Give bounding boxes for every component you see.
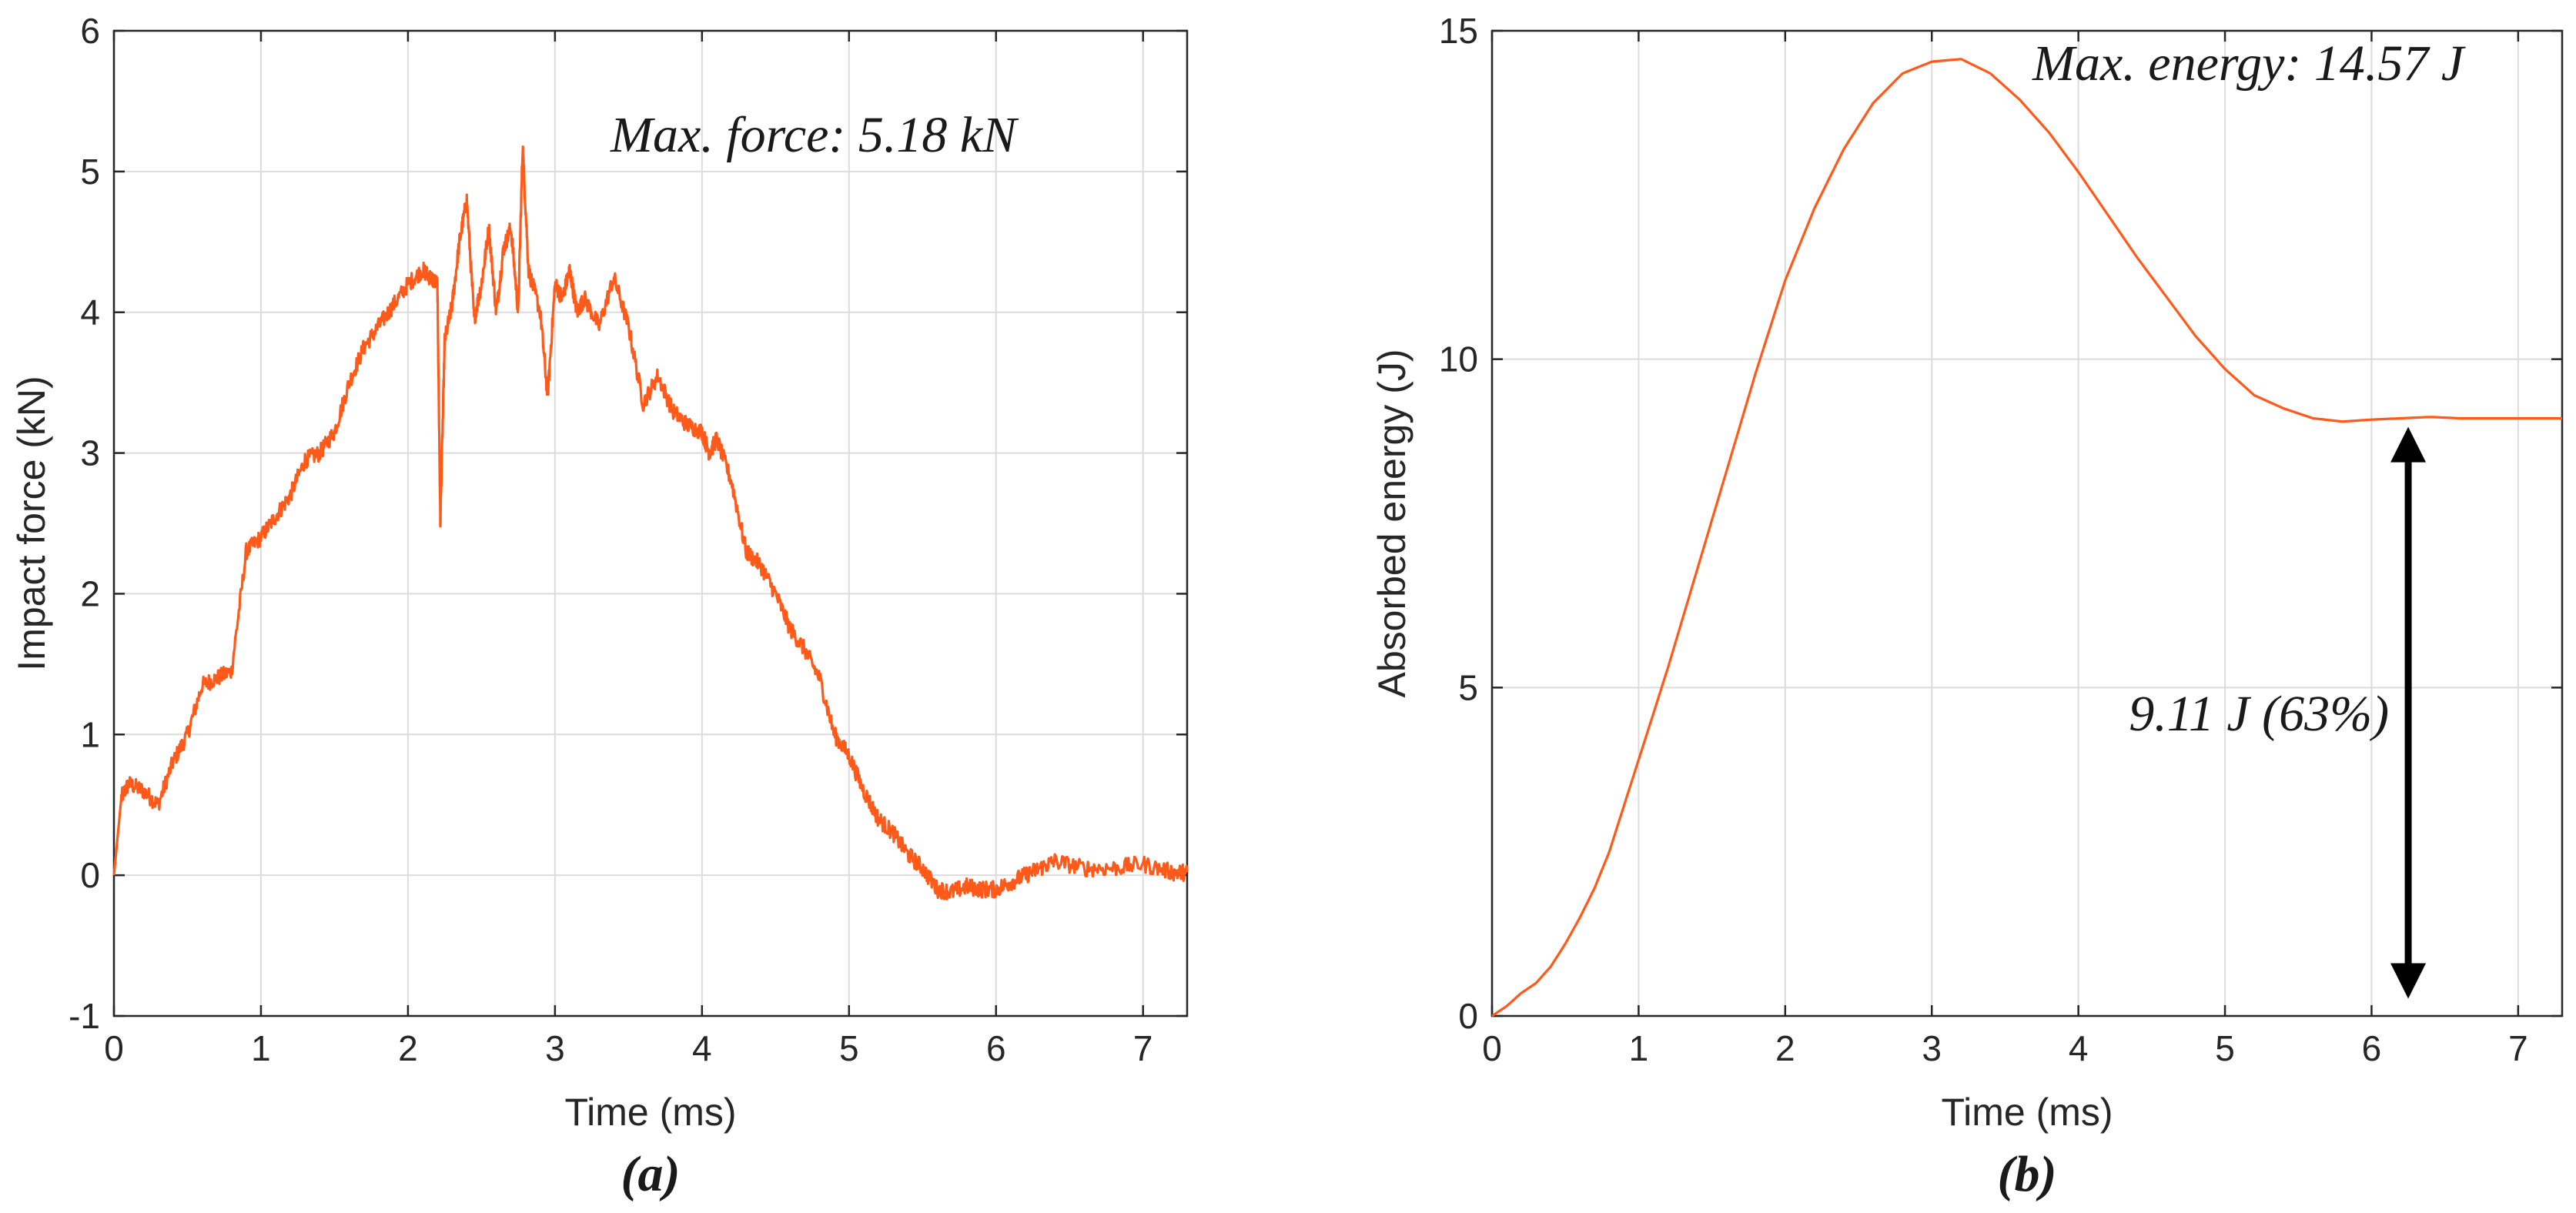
y-tick-label: 5 bbox=[80, 152, 100, 192]
x-tick-label: 4 bbox=[2069, 1028, 2089, 1068]
x-tick-label: 1 bbox=[251, 1028, 271, 1068]
y-tick-label: -1 bbox=[69, 996, 100, 1036]
x-axis-label-b: Time (ms) bbox=[1941, 1091, 2113, 1134]
y-tick-label: 4 bbox=[80, 292, 100, 332]
y-tick-label: 15 bbox=[1439, 11, 1478, 51]
x-tick-label: 7 bbox=[1133, 1028, 1153, 1068]
y-axis-label-a: Impact force (kN) bbox=[10, 376, 53, 670]
y-tick-label: 5 bbox=[1458, 667, 1478, 707]
energy-series-line bbox=[1491, 58, 2562, 1018]
absorbed-energy-annotation: 9.11 J (63%) bbox=[2129, 686, 2389, 742]
axes-box-b bbox=[1490, 29, 2564, 1018]
x-tick-label: 0 bbox=[1482, 1028, 1502, 1068]
y-tick-label: 0 bbox=[1458, 996, 1478, 1036]
y-axis-label-b: Absorbed energy (J) bbox=[1370, 349, 1413, 697]
x-tick-label: 7 bbox=[2508, 1028, 2528, 1068]
grid-a bbox=[114, 31, 1187, 1016]
x-tick-label: 2 bbox=[1775, 1028, 1795, 1068]
x-tick-label: 3 bbox=[1922, 1028, 1942, 1068]
force-series-line bbox=[112, 145, 1189, 901]
x-tick-label: 3 bbox=[545, 1028, 565, 1068]
arrow-head-down bbox=[2390, 963, 2427, 999]
y-tick-label: 3 bbox=[80, 433, 100, 473]
x-tick-label: 5 bbox=[2215, 1028, 2235, 1068]
absorbed-energy-arrow bbox=[2390, 426, 2427, 999]
y-tick-label: 6 bbox=[80, 11, 100, 51]
ticks-b: 0 1 2 3 4 5 6 7 0 5 10 15 bbox=[1439, 11, 2562, 1068]
panel-label-a: (a) bbox=[621, 1146, 681, 1202]
max-force-annotation: Max. force: 5.18 kN bbox=[610, 107, 1019, 163]
panel-label-b: (b) bbox=[1998, 1146, 2057, 1202]
x-tick-label: 6 bbox=[2362, 1028, 2382, 1068]
x-tick-label: 0 bbox=[104, 1028, 124, 1068]
x-tick-label: 5 bbox=[839, 1028, 859, 1068]
panel-b: 0 1 2 3 4 5 6 7 0 5 10 15 Max. energy: 14.57 J 9.11… bbox=[1370, 11, 2564, 1202]
arrow-head-up bbox=[2390, 426, 2427, 463]
axes-box-a bbox=[112, 29, 1189, 1018]
x-tick-label: 1 bbox=[1629, 1028, 1649, 1068]
y-tick-label: 2 bbox=[80, 573, 100, 613]
x-tick-label: 4 bbox=[692, 1028, 712, 1068]
x-axis-label-a: Time (ms) bbox=[564, 1091, 736, 1134]
grid-b bbox=[1492, 31, 2562, 1016]
max-energy-annotation: Max. energy: 14.57 J bbox=[2032, 35, 2466, 92]
x-tick-label: 6 bbox=[986, 1028, 1006, 1068]
x-tick-label: 2 bbox=[398, 1028, 418, 1068]
y-tick-label: 10 bbox=[1439, 339, 1478, 379]
y-tick-label: 1 bbox=[80, 714, 100, 754]
y-tick-label: 0 bbox=[80, 855, 100, 895]
